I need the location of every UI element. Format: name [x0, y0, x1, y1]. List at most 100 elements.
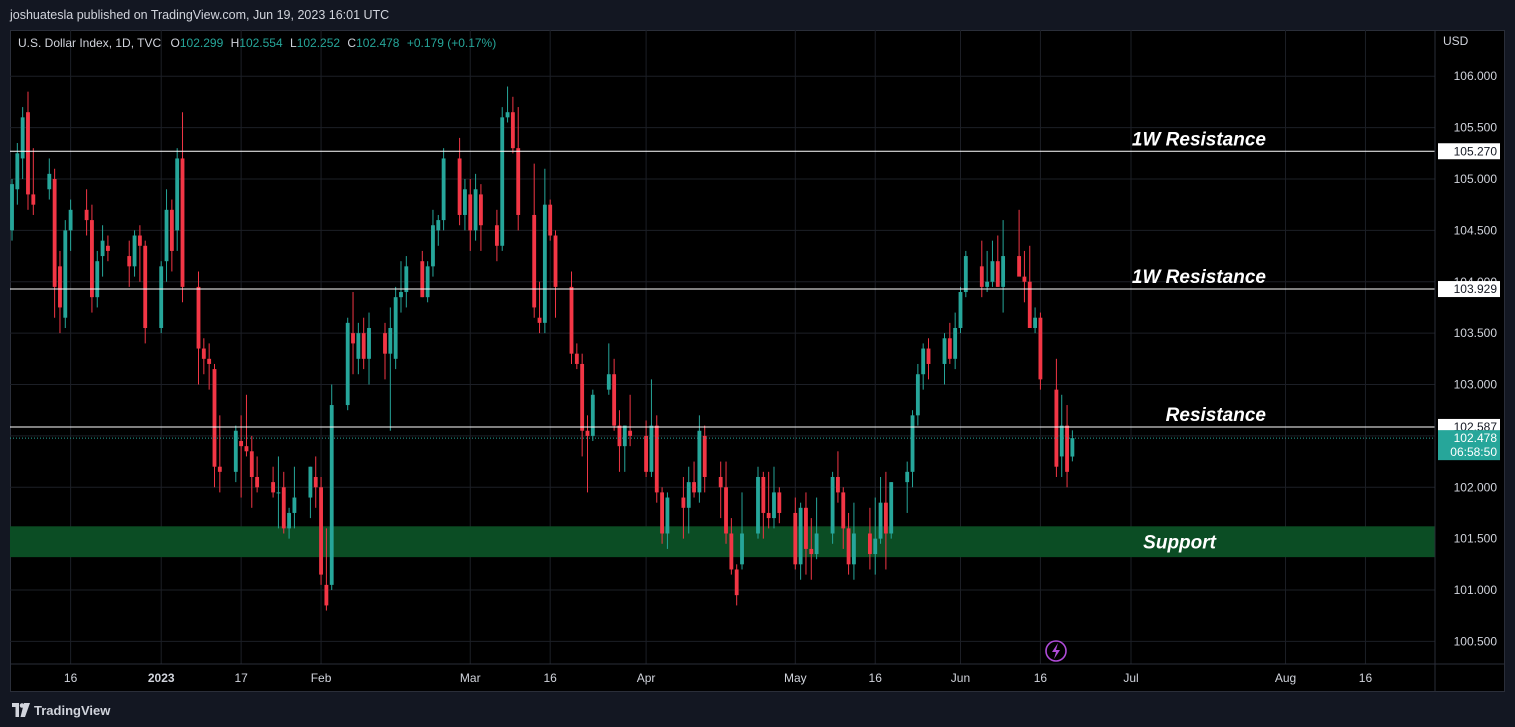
legend-close: 102.478 [356, 36, 400, 50]
candle-body [777, 492, 782, 513]
candle [889, 482, 894, 539]
candle [958, 286, 963, 334]
candle-body [766, 512, 771, 519]
lightning-icon[interactable] [1045, 640, 1067, 662]
candle [100, 225, 105, 277]
footer-brand: TradingView [34, 703, 111, 718]
candle-body [473, 189, 478, 231]
candlestick-chart[interactable]: 1W Resistance 1W Resistance Resistance Supp… [10, 30, 1505, 692]
candle [1022, 250, 1027, 303]
y-tick-label: 101.500 [1454, 532, 1498, 546]
candle-body [804, 507, 808, 549]
candle-body [867, 533, 872, 555]
candle [1059, 394, 1064, 477]
candle [756, 466, 760, 539]
candle [628, 394, 633, 447]
candle [431, 209, 435, 277]
candle [766, 471, 771, 529]
candle-body [345, 322, 350, 406]
candle-body [569, 286, 574, 354]
price-axis[interactable]: USD106.000105.500105.000104.500104.00010… [1434, 30, 1500, 692]
candle [883, 471, 888, 570]
legend-close-label: C [347, 36, 357, 50]
candle-body [958, 292, 963, 328]
candle [804, 492, 808, 575]
candle [574, 343, 579, 370]
candle-body [463, 189, 467, 215]
candle-body [52, 178, 57, 287]
candle-body [585, 430, 590, 436]
candle-body [351, 333, 355, 344]
level-label-2: 1W Resistance [1132, 267, 1267, 288]
candle [383, 322, 387, 380]
candle [159, 261, 164, 334]
candle [47, 158, 52, 200]
legend-low: 102.252 [296, 36, 341, 50]
candle [617, 410, 622, 472]
candle-body [510, 112, 515, 149]
candle-body [457, 158, 462, 215]
candle [990, 240, 995, 287]
candle [244, 394, 249, 457]
candle-body [100, 240, 105, 257]
candle [580, 353, 585, 457]
candle [436, 214, 441, 246]
candle [281, 471, 286, 534]
candle-body [1038, 317, 1043, 380]
candle-body [404, 266, 409, 293]
candle-body [244, 446, 249, 452]
x-tick-label: 2023 [148, 671, 175, 685]
candle-body [963, 256, 968, 293]
candle-body [729, 533, 734, 570]
candle-body [979, 266, 984, 287]
candle [841, 487, 846, 549]
candle-body [537, 317, 542, 323]
candle-body [697, 430, 702, 493]
candle-body [990, 261, 995, 282]
candle [505, 86, 510, 123]
candle [52, 168, 57, 318]
candle-body [132, 235, 137, 267]
candle-body [399, 292, 403, 298]
candle [287, 507, 292, 539]
candle-body [287, 512, 292, 529]
time-axis[interactable]: 16 2023 17 Feb Mar 16 Apr May 16 Jun 16 Jul Aug 16 [10, 663, 1505, 685]
candle [319, 476, 323, 585]
chart-legend: U.S. Dollar Index, 1D, TVC O102.299 H102… [18, 36, 496, 50]
candle [271, 466, 276, 498]
candle [814, 497, 819, 560]
candle [196, 271, 201, 385]
candle [516, 107, 521, 231]
candle [622, 425, 627, 472]
candle [851, 502, 856, 580]
candle [388, 307, 393, 431]
candle [212, 363, 217, 488]
y-tick-label: 103.000 [1454, 378, 1498, 392]
candle-body [164, 209, 169, 262]
candle-body [10, 184, 14, 231]
currency-label: USD [1443, 34, 1469, 48]
candle-body [889, 482, 894, 534]
candle [10, 178, 14, 241]
candle [537, 281, 542, 334]
candle-body [921, 348, 926, 375]
candle-body [505, 112, 510, 118]
candle-body [47, 173, 52, 190]
candle-body [271, 482, 276, 493]
candle [910, 410, 915, 488]
candle-body [169, 209, 174, 251]
candle-body [665, 497, 670, 534]
candle-body [20, 117, 25, 159]
candle [351, 292, 355, 375]
candle [654, 415, 659, 503]
tradingview-logo-icon[interactable] [11, 703, 31, 717]
candle-body [830, 476, 835, 534]
level-price-tag-bg [1438, 143, 1500, 160]
candle [1017, 209, 1022, 277]
candle [905, 461, 910, 513]
candle-body [127, 256, 132, 267]
candle-body [548, 204, 553, 236]
candle-body [740, 533, 744, 565]
candle [233, 425, 238, 483]
candle-body [1017, 256, 1022, 277]
